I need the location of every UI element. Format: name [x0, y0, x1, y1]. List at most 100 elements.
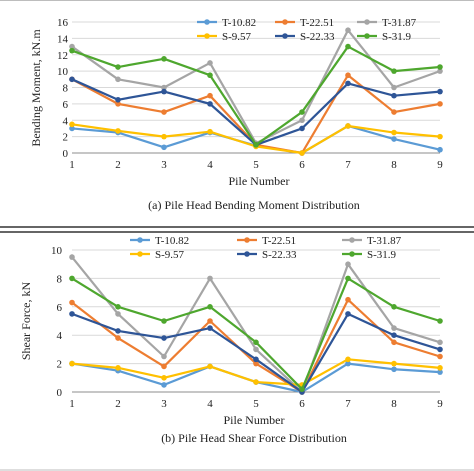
- data-point: [299, 109, 305, 115]
- x-tick-label: 7: [345, 159, 351, 171]
- y-tick-label: 8: [57, 273, 63, 285]
- data-point: [299, 386, 305, 392]
- data-point: [253, 379, 259, 385]
- series-line: [71, 362, 441, 394]
- data-point: [391, 136, 397, 142]
- y-tick-label: 4: [57, 330, 63, 342]
- legend-item-t-10-82: T-10.82: [130, 235, 189, 247]
- data-point: [299, 150, 305, 156]
- data-point: [161, 382, 167, 388]
- data-point: [391, 129, 397, 136]
- data-point: [437, 318, 443, 324]
- legend-label: T-31.87: [367, 235, 402, 247]
- data-point: [115, 96, 121, 103]
- data-point: [161, 56, 167, 62]
- data-point: [345, 27, 351, 33]
- data-point: [69, 121, 75, 128]
- x-tick-label: 1: [69, 159, 75, 171]
- data-point: [161, 335, 167, 341]
- data-point: [69, 254, 75, 260]
- legend-item-s-22-33: S-22.33: [275, 31, 335, 43]
- data-point: [161, 109, 167, 115]
- data-point: [115, 365, 121, 371]
- data-point: [253, 360, 259, 367]
- legend-item-s-9-57: S-9.57: [130, 249, 185, 261]
- legend-item-s-31-9: S-31.9: [357, 31, 412, 43]
- x-tick-label: 4: [207, 398, 213, 410]
- data-point: [69, 43, 75, 50]
- legend-label: S-22.33: [262, 249, 297, 261]
- data-point: [161, 363, 167, 370]
- data-point: [69, 275, 75, 282]
- x-tick-label: 2: [115, 159, 121, 171]
- legend-item-s-31-9: S-31.9: [342, 249, 397, 261]
- series-s-31-9: [69, 275, 443, 392]
- data-point: [115, 311, 121, 317]
- legend-item-s-22-33: S-22.33: [237, 249, 297, 261]
- data-point: [115, 304, 121, 310]
- legend-label: T-22.51: [300, 17, 334, 29]
- data-point: [437, 68, 443, 74]
- y-tick-label: 6: [57, 302, 63, 314]
- data-point: [161, 84, 167, 91]
- panel-b-ylabel: Shear Force, kN: [19, 282, 33, 361]
- legend-marker: [204, 19, 210, 25]
- data-point: [253, 142, 259, 148]
- y-tick-label: 0: [57, 387, 63, 399]
- data-point: [391, 339, 397, 346]
- data-point: [207, 128, 213, 135]
- data-point: [115, 101, 121, 107]
- x-tick-label: 1: [69, 398, 75, 410]
- legend-label: S-31.9: [382, 31, 412, 43]
- legend-item-t-22-51: T-22.51: [237, 235, 296, 247]
- panel-b-legend: T-10.82 T-22.51 T-31.87 S-9.57 S-22.33 S-31.9: [130, 235, 402, 261]
- panel-a-legend: T-10.82 T-22.51 T-31.87 S-9.57 S-22.33 S-31.9: [197, 17, 417, 43]
- data-point: [207, 325, 213, 331]
- data-point: [207, 72, 213, 79]
- panel-a-caption: (a) Pile Head Bending Moment Distributio…: [148, 198, 360, 212]
- x-tick-label: 6: [299, 398, 305, 410]
- legend-label: S-22.33: [300, 31, 335, 43]
- legend-item-t-22-51: T-22.51: [275, 17, 334, 29]
- x-tick-label: 5: [253, 398, 259, 410]
- data-point: [437, 64, 443, 70]
- data-point: [437, 339, 443, 346]
- x-tick-label: 3: [161, 398, 167, 410]
- legend-marker: [282, 33, 288, 39]
- data-point: [115, 64, 121, 70]
- series-s-22-33: [69, 311, 443, 395]
- series-s-31-9: [69, 43, 443, 148]
- data-point: [207, 275, 213, 282]
- data-point: [207, 304, 213, 310]
- data-point: [115, 335, 121, 341]
- data-point: [437, 133, 443, 140]
- data-point: [207, 318, 213, 324]
- data-point: [207, 60, 213, 66]
- data-point: [345, 356, 351, 363]
- legend-marker: [137, 251, 143, 257]
- x-tick-label: 4: [207, 159, 213, 171]
- data-point: [207, 92, 213, 99]
- x-tick-label: 5: [253, 159, 259, 171]
- x-tick-label: 8: [391, 398, 397, 410]
- data-point: [253, 339, 259, 346]
- data-point: [437, 353, 443, 360]
- data-point: [253, 356, 259, 363]
- data-point: [161, 353, 167, 360]
- panel-b-caption: (b) Pile Head Shear Force Distribution: [161, 431, 347, 445]
- x-tick-label: 6: [299, 159, 305, 171]
- panel-a-series: [69, 27, 443, 156]
- data-point: [69, 311, 75, 317]
- legend-label: S-31.9: [367, 249, 397, 261]
- data-point: [69, 47, 75, 54]
- data-point: [115, 128, 121, 134]
- data-point: [391, 360, 397, 367]
- y-tick-label: 4: [63, 115, 69, 127]
- data-point: [437, 88, 443, 95]
- y-tick-label: 2: [57, 359, 63, 371]
- data-point: [69, 76, 75, 83]
- series-s-9-57: [69, 356, 443, 388]
- legend-marker: [364, 33, 370, 39]
